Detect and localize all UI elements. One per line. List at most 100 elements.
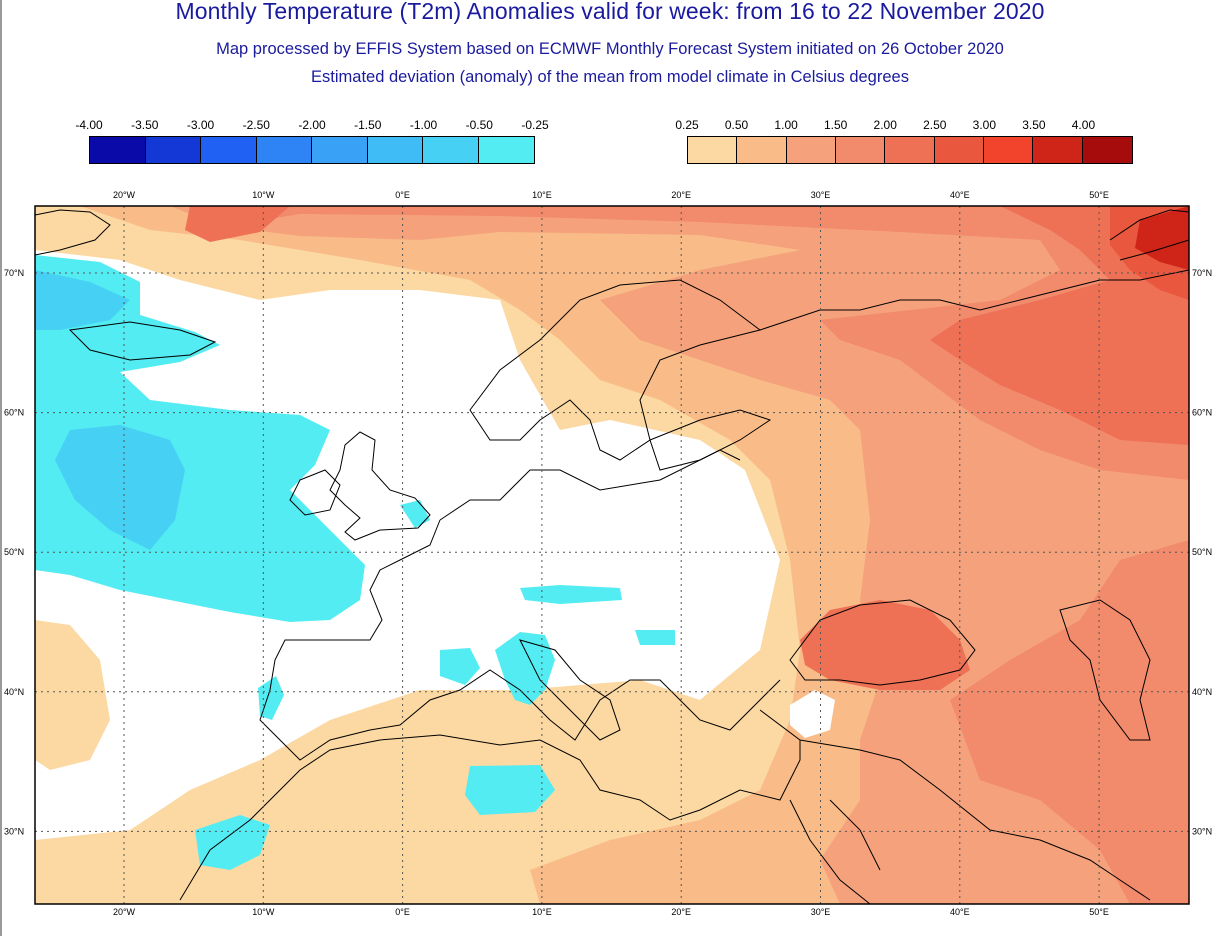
coast-italy [519, 639, 621, 741]
legend-neg-label-8: -0.25 [521, 118, 549, 132]
coast-arctic-russia [759, 269, 1190, 331]
legend-pos-swatch-1 [737, 137, 787, 163]
legend-positive-labels: 0.25 0.50 1.00 1.50 2.00 2.50 3.00 3.50 4.00 [675, 118, 1133, 134]
legend-neg-swatch-5 [367, 137, 423, 163]
lat-label-left-3: 40°N [4, 687, 24, 697]
lat-label-left-2: 50°N [4, 547, 24, 557]
legend-pos-swatch-8 [1082, 137, 1132, 163]
lon-label-bottom-3: 10°E [532, 907, 552, 917]
neutral-patch-anatolia [790, 690, 835, 738]
legend-pos-swatch-4 [885, 137, 935, 163]
legend-neg-swatch-3 [256, 137, 312, 163]
warm-field-2-0-sw [185, 206, 290, 242]
legend-pos-label-6: 3.00 [972, 118, 997, 132]
legend-pos-swatch-7 [1033, 137, 1083, 163]
legend-negative: -4.00 -3.50 -3.00 -2.50 -2.00 -1.50 -1.00 -0.50… [75, 118, 549, 166]
legend-neg-label-6: -1.00 [409, 118, 438, 132]
legend-neg-label-1: -3.50 [131, 118, 159, 132]
coast-greenland [34, 209, 111, 256]
lon-label-top-0: 20°W [113, 190, 136, 200]
legend-neg-swatch-0 [90, 137, 146, 163]
coast-britain [329, 431, 431, 541]
coast-caspian [1059, 599, 1151, 741]
cold-field-atlantic-deeper [35, 270, 130, 330]
lat-label-right-4: 30°N [1192, 826, 1212, 836]
graticule [35, 206, 1189, 904]
lon-label-top-6: 40°E [950, 190, 970, 200]
coast-black-sea [789, 599, 976, 686]
lon-label-bottom-6: 40°E [950, 907, 970, 917]
legend-neg-label-0: -4.00 [75, 118, 103, 132]
warm-field-2-0 [930, 206, 1189, 445]
lat-label-left-0: 70°N [4, 268, 24, 278]
coast-novaya-zemlya [1109, 209, 1190, 261]
lon-label-top-7: 50°E [1089, 190, 1109, 200]
legend-pos-swatch-2 [786, 137, 836, 163]
map-fields [35, 206, 1189, 904]
subtitle-processing: Map processed by EFFIS System based on E… [216, 40, 1004, 58]
legend-pos-label-4: 2.00 [873, 118, 897, 132]
coast-ireland [289, 469, 341, 516]
legend-pos-label-1: 0.50 [724, 118, 749, 132]
cold-field-north-africa [465, 765, 555, 815]
legend-neg-swatch-6 [423, 137, 479, 163]
lon-label-bottom-2: 0°E [395, 907, 410, 917]
legend-negative-bar [89, 136, 535, 164]
legend-neg-label-7: -0.50 [465, 118, 493, 132]
lat-label-left-1: 60°N [4, 408, 24, 418]
page-title: Monthly Temperature (T2m) Anomalies vali… [175, 0, 1045, 24]
legend-neg-label-5: -1.50 [354, 118, 382, 132]
legend-neg-swatch-7 [478, 137, 534, 163]
legend-negative-labels: -4.00 -3.50 -3.00 -2.50 -2.00 -1.50 -1.00 -0.50… [75, 118, 548, 134]
coast-north-africa [179, 734, 801, 901]
warm-field-1-5 [200, 206, 1189, 904]
left-edge-rule [0, 0, 2, 936]
axis-labels: 20°W 20°W 10°W 10°W 0°E 0°E 10°E 10°E 20°E 20°E 30… [4, 190, 1212, 917]
coast-red-sea [789, 799, 881, 905]
warm-field-3-5 [1135, 206, 1189, 270]
legend-pos-label-5: 2.50 [923, 118, 947, 132]
legend-pos-swatch-5 [934, 137, 984, 163]
lat-label-right-3: 40°N [1192, 687, 1212, 697]
lat-label-right-1: 60°N [1192, 408, 1212, 418]
warm-patch-africa [300, 760, 365, 808]
lon-label-top-4: 20°E [671, 190, 691, 200]
lon-label-top-3: 10°E [532, 190, 552, 200]
lon-label-top-2: 0°E [395, 190, 410, 200]
subtitle-units: Estimated deviation (anomaly) of the mea… [311, 68, 909, 86]
cold-field-morocco [195, 815, 270, 870]
legend-neg-label-3: -2.50 [242, 118, 270, 132]
coast-baltic-finland [649, 409, 772, 471]
legend-neg-swatch-4 [312, 137, 368, 163]
lat-label-right-2: 50°N [1192, 547, 1212, 557]
warm-field-2-0-blacksea [800, 600, 970, 690]
lon-label-top-1: 10°W [252, 190, 275, 200]
coast-scandinavia [469, 279, 762, 461]
lon-label-top-5: 30°E [811, 190, 831, 200]
lon-label-bottom-4: 20°E [671, 907, 691, 917]
legend-neg-swatch-1 [145, 137, 201, 163]
lat-label-left-4: 30°N [4, 826, 24, 836]
legend-neg-label-2: -3.00 [186, 118, 215, 132]
cold-field-italy [495, 632, 555, 705]
lon-label-bottom-7: 50°E [1089, 907, 1109, 917]
coast-middle-east [759, 709, 1151, 901]
legend-pos-swatch-6 [983, 137, 1034, 163]
warm-patch-iberia [35, 620, 110, 770]
cold-field-alps [520, 585, 622, 604]
legend-positive: 0.25 0.50 1.00 1.50 2.00 2.50 3.00 3.50 4.00 [675, 118, 1133, 166]
legend-neg-swatch-2 [201, 137, 257, 163]
legend-pos-swatch-3 [835, 137, 886, 163]
legend-pos-swatch-0 [688, 137, 738, 163]
legend-pos-label-0: 0.25 [675, 118, 699, 132]
lat-label-right-0: 70°N [1192, 268, 1212, 278]
coast-europe-main [259, 449, 781, 761]
cold-field-sardinia [440, 648, 480, 685]
cold-field-iberia [258, 676, 284, 720]
legend-pos-label-2: 1.00 [774, 118, 798, 132]
legend-positive-bar [687, 136, 1133, 164]
legend-pos-label-8: 4.00 [1071, 118, 1096, 132]
lon-label-bottom-1: 10°W [252, 907, 275, 917]
map-frame [34, 205, 1190, 905]
